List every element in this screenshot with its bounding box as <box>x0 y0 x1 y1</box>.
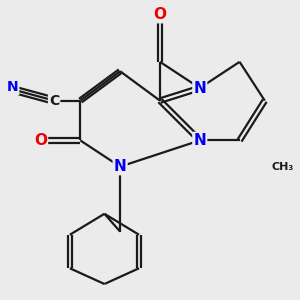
Text: N: N <box>194 133 206 148</box>
Text: N: N <box>114 159 127 174</box>
Text: O: O <box>34 133 47 148</box>
Text: O: O <box>154 7 166 22</box>
Text: N: N <box>7 80 18 94</box>
Text: CH₃: CH₃ <box>272 162 294 172</box>
Text: C: C <box>49 94 59 108</box>
Text: N: N <box>194 80 206 95</box>
